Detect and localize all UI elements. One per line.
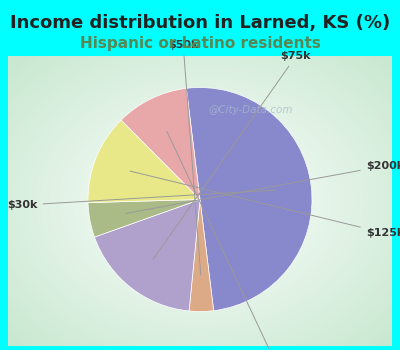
Text: $75k: $75k xyxy=(153,51,311,259)
Wedge shape xyxy=(88,199,200,237)
Wedge shape xyxy=(121,88,200,200)
Text: Income distribution in Larned, KS (%): Income distribution in Larned, KS (%) xyxy=(10,14,390,32)
Text: $30k: $30k xyxy=(7,190,275,210)
Text: Hispanic or Latino residents: Hispanic or Latino residents xyxy=(80,36,320,51)
Text: $40k: $40k xyxy=(167,132,289,350)
Text: @City-Data.com: @City-Data.com xyxy=(208,105,293,115)
Wedge shape xyxy=(88,120,200,203)
Text: $200k: $200k xyxy=(126,161,400,214)
Wedge shape xyxy=(94,199,200,311)
Wedge shape xyxy=(186,88,312,311)
Wedge shape xyxy=(189,199,214,312)
Text: $125k: $125k xyxy=(130,171,400,238)
Text: $50k: $50k xyxy=(168,40,201,275)
